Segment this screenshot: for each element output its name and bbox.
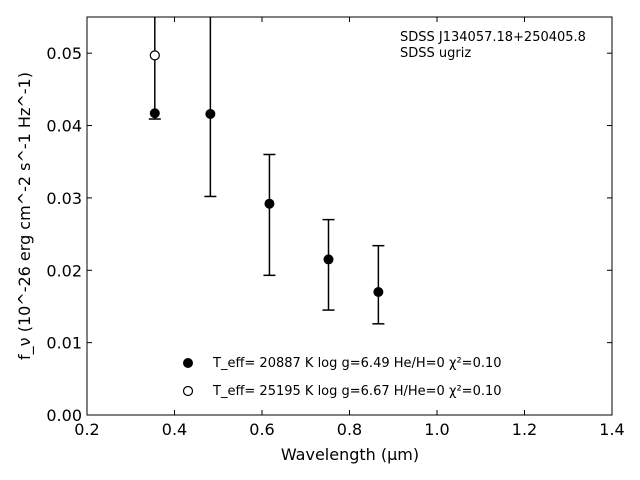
y-tick-label: 0.04 [46,117,82,136]
data-point-filled [205,108,216,119]
y-tick-label: 0.03 [46,189,82,208]
y-axis-title: f_ν (10^-26 erg cm^-2 s^-1 Hz^-1) [15,72,35,360]
data-point-filled [373,286,384,297]
x-tick-label: 1.2 [512,420,537,439]
annotation-line-1: SDSS J134057.18+250405.8 [400,30,586,45]
y-tick-label: 0.05 [46,44,82,63]
errorbars [148,17,385,325]
x-tick-label: 0.2 [74,420,99,439]
legend-label-2: T_eff= 25195 K log g=6.67 H/He=0 χ²=0.10 [212,384,502,399]
legend-marker-open [182,385,194,397]
legend-marker-filled [183,358,193,368]
y-tick-label: 0.00 [46,406,82,425]
x-tick-label: 0.6 [249,420,274,439]
data-points [149,50,384,297]
x-axis-title: Wavelength (μm) [281,445,419,464]
x-tick-label: 1.0 [424,420,449,439]
x-axis-ticks: 0.2 0.4 0.6 0.8 1.0 1.2 1.4 [74,17,625,439]
y-axis-ticks: 0.00 0.01 0.02 0.03 0.04 0.05 [46,44,612,425]
x-tick-label: 0.4 [162,420,187,439]
data-point-filled [149,108,160,119]
legend-label-1: T_eff= 20887 K log g=6.49 He/H=0 χ²=0.10 [212,356,502,371]
x-tick-label: 1.4 [599,420,624,439]
annotation-line-2: SDSS ugriz [400,46,471,61]
y-tick-label: 0.02 [46,261,82,280]
y-tick-label: 0.01 [46,334,82,353]
data-point-open [149,50,160,61]
data-point-filled [264,198,275,209]
data-point-filled [323,254,334,265]
x-tick-label: 0.8 [337,420,362,439]
legend: T_eff= 20887 K log g=6.49 He/H=0 χ²=0.10… [182,356,502,399]
